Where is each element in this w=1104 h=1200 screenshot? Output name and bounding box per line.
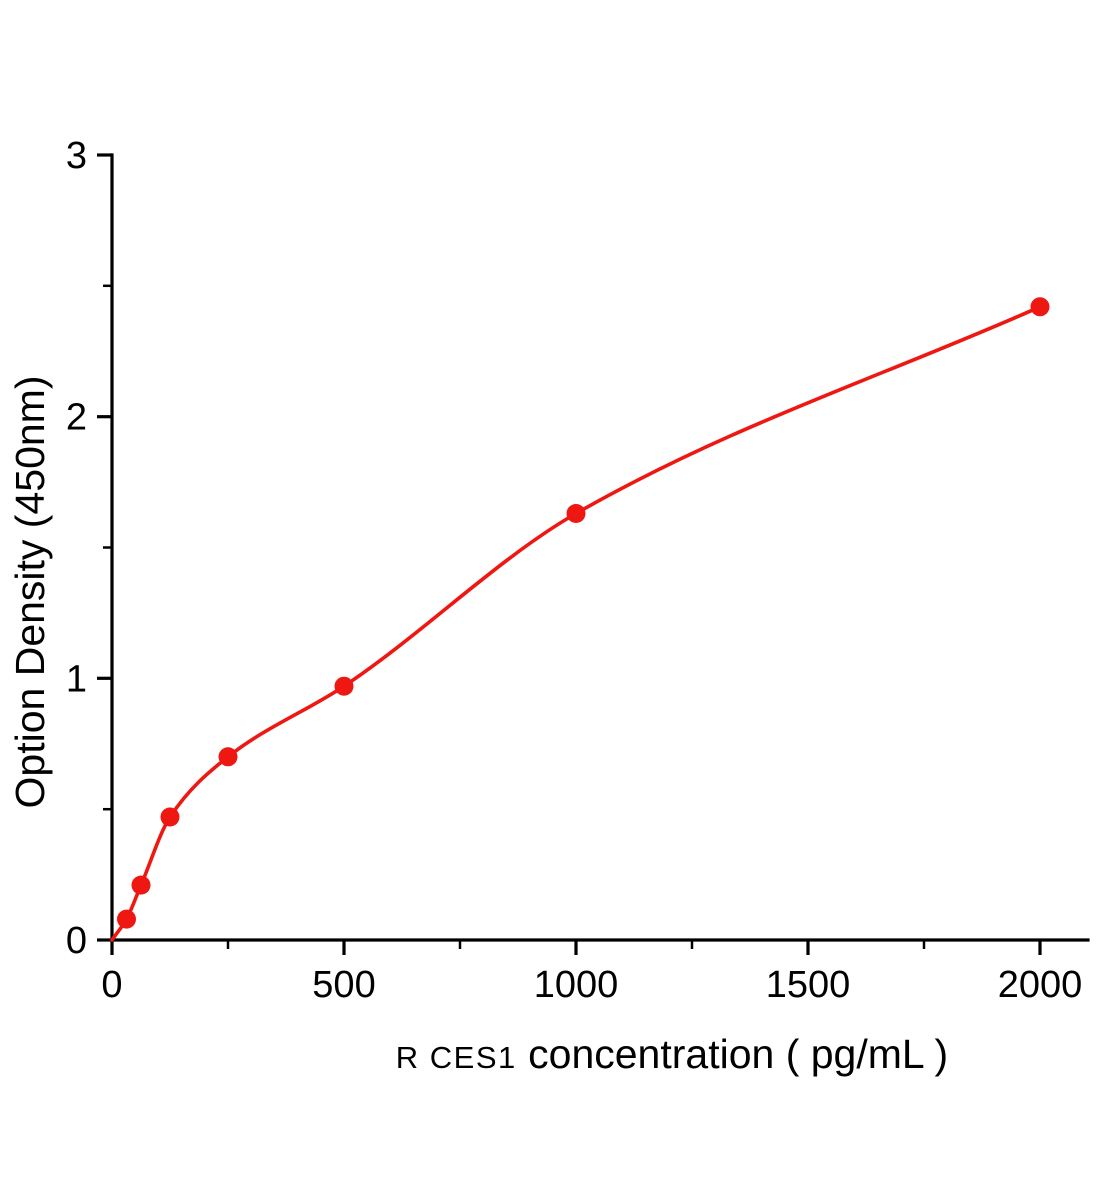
x-tick-label: 1000 [534, 964, 619, 1006]
x-tick-label: 2000 [998, 964, 1083, 1006]
data-point [117, 909, 136, 929]
x-axis-label: R CES1 concentration ( pg/mL ) [396, 1031, 948, 1077]
axis-frame [110, 153, 1090, 942]
x-axis-label-prefix: R CES1 [396, 1040, 517, 1075]
x-tick-label: 1500 [766, 964, 851, 1006]
data-point [218, 747, 238, 767]
fit-curve [110, 305, 1042, 942]
data-point [334, 676, 354, 696]
data-point [131, 875, 151, 895]
major-ticks [97, 153, 1042, 955]
y-tick-label: 2 [66, 397, 87, 439]
x-axis-label-rest: concentration ( pg/mL ) [517, 1031, 948, 1077]
data-point [1030, 297, 1050, 317]
data-point [566, 504, 586, 523]
axes [110, 153, 1090, 942]
x-tick-label: 500 [312, 964, 375, 1006]
y-tick-label: 1 [66, 658, 87, 700]
data-series [110, 297, 1050, 942]
tick-labels: 0 500 1000 1500 2000 0 1 2 3 [66, 135, 1082, 1006]
x-tick-label: 0 [101, 964, 122, 1006]
data-point [160, 807, 180, 827]
minor-ticks [103, 284, 926, 949]
y-tick-label: 0 [66, 920, 87, 962]
y-axis-label: Option Density (450nm) [7, 376, 53, 809]
y-tick-label: 3 [66, 135, 87, 177]
